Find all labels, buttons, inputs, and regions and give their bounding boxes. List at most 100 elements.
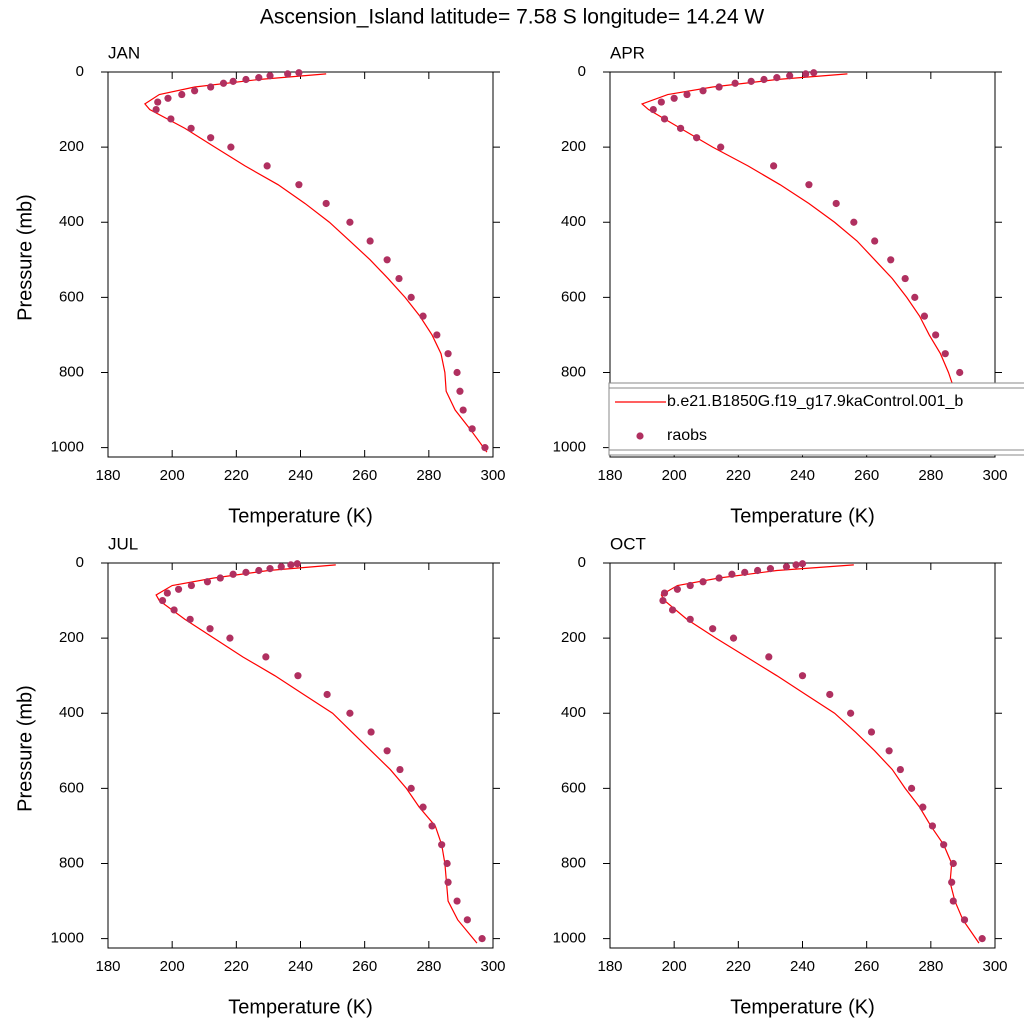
- x-axis-label: Temperature (K): [730, 505, 875, 527]
- raobs-point: [670, 94, 678, 102]
- raobs-point: [802, 70, 810, 78]
- y-tick-label: 1000: [553, 439, 586, 456]
- raobs-point: [729, 634, 738, 642]
- y-tick-label: 600: [561, 779, 586, 796]
- panel-title: JAN: [108, 43, 140, 62]
- x-tick-label: 180: [597, 467, 622, 484]
- raobs-point: [428, 822, 436, 830]
- raobs-point: [242, 75, 250, 84]
- raobs-point: [686, 581, 694, 590]
- x-tick-label: 260: [854, 958, 879, 975]
- raobs-point: [346, 218, 354, 226]
- raobs-point: [294, 672, 302, 680]
- raobs-point: [709, 625, 717, 633]
- raobs-point: [284, 70, 292, 78]
- raobs-point: [826, 690, 834, 699]
- y-axis-label: Pressure (mb): [14, 685, 36, 812]
- raobs-point: [773, 74, 781, 82]
- panel-title: OCT: [610, 534, 646, 553]
- raobs-point: [798, 672, 807, 680]
- raobs-point: [741, 568, 749, 576]
- x-tick-label: 180: [95, 958, 120, 975]
- raobs-point: [901, 274, 909, 283]
- raobs-point: [468, 425, 476, 433]
- y-tick-label: 800: [561, 363, 586, 380]
- raobs-point: [949, 859, 957, 868]
- raobs-point: [191, 87, 199, 95]
- raobs-point: [459, 406, 467, 414]
- raobs-point: [277, 563, 285, 571]
- raobs-point: [186, 615, 194, 623]
- x-tick-label: 200: [160, 467, 185, 484]
- raobs-point: [948, 878, 956, 886]
- raobs-point: [920, 312, 929, 320]
- x-tick-label: 200: [662, 467, 687, 484]
- legend-box: [608, 382, 1024, 456]
- raobs-point: [832, 199, 840, 208]
- raobs-point: [396, 765, 404, 774]
- raobs-point: [438, 841, 446, 849]
- x-tick-label: 260: [854, 467, 879, 484]
- x-tick-label: 280: [918, 958, 943, 975]
- panel-title: JUL: [108, 534, 138, 553]
- raobs-point: [766, 565, 775, 573]
- raobs-point: [911, 293, 919, 301]
- raobs-point: [919, 803, 927, 811]
- raobs-point: [693, 134, 701, 142]
- raobs-point: [463, 916, 471, 924]
- raobs-point: [262, 653, 270, 661]
- legend-label: raobs: [667, 427, 707, 444]
- raobs-point: [676, 124, 685, 132]
- raobs-point: [699, 87, 707, 95]
- x-tick-label: 220: [726, 467, 751, 484]
- raobs-point: [765, 653, 773, 661]
- model-line: [640, 73, 996, 453]
- panel-title: APR: [610, 43, 645, 62]
- raobs-point: [366, 237, 374, 245]
- raobs-point: [187, 124, 195, 132]
- raobs-point: [174, 585, 183, 593]
- raobs-point: [419, 312, 427, 320]
- page-title: Ascension_Island latitude= 7.58 S longit…: [260, 6, 765, 29]
- raobs-point: [207, 83, 215, 91]
- raobs-point: [715, 574, 723, 582]
- raobs-point: [295, 69, 303, 77]
- x-tick-label: 300: [982, 467, 1007, 484]
- raobs-point: [753, 566, 762, 575]
- y-tick-label: 400: [59, 213, 84, 230]
- raobs-point: [178, 90, 186, 99]
- model-line: [155, 564, 478, 944]
- raobs-point: [660, 115, 669, 123]
- raobs-point: [478, 935, 486, 943]
- raobs-point: [770, 162, 778, 170]
- raobs-point: [383, 747, 391, 755]
- raobs-point: [871, 237, 879, 245]
- y-tick-label: 800: [561, 854, 586, 871]
- raobs-point: [786, 72, 794, 80]
- y-tick-label: 0: [578, 554, 586, 571]
- raobs-point: [885, 747, 893, 755]
- raobs-point: [960, 916, 969, 924]
- raobs-point: [896, 765, 904, 774]
- raobs-point: [657, 98, 665, 106]
- raobs-point: [481, 444, 489, 452]
- y-tick-label: 1000: [51, 439, 84, 456]
- x-tick-label: 220: [224, 958, 249, 975]
- raobs-point: [699, 578, 707, 586]
- raobs-point: [782, 563, 791, 571]
- raobs-point: [219, 79, 228, 87]
- x-tick-label: 300: [480, 958, 505, 975]
- raobs-point: [383, 256, 391, 264]
- raobs-point: [407, 293, 415, 301]
- x-tick-label: 260: [352, 467, 377, 484]
- x-tick-label: 240: [288, 958, 313, 975]
- y-tick-label: 600: [59, 288, 84, 305]
- x-axis-label: Temperature (K): [228, 505, 373, 527]
- raobs-point: [229, 77, 237, 85]
- raobs-point: [659, 596, 667, 605]
- raobs-point: [163, 589, 171, 597]
- raobs-point: [686, 615, 694, 623]
- x-tick-label: 300: [982, 958, 1007, 975]
- x-tick-label: 220: [726, 958, 751, 975]
